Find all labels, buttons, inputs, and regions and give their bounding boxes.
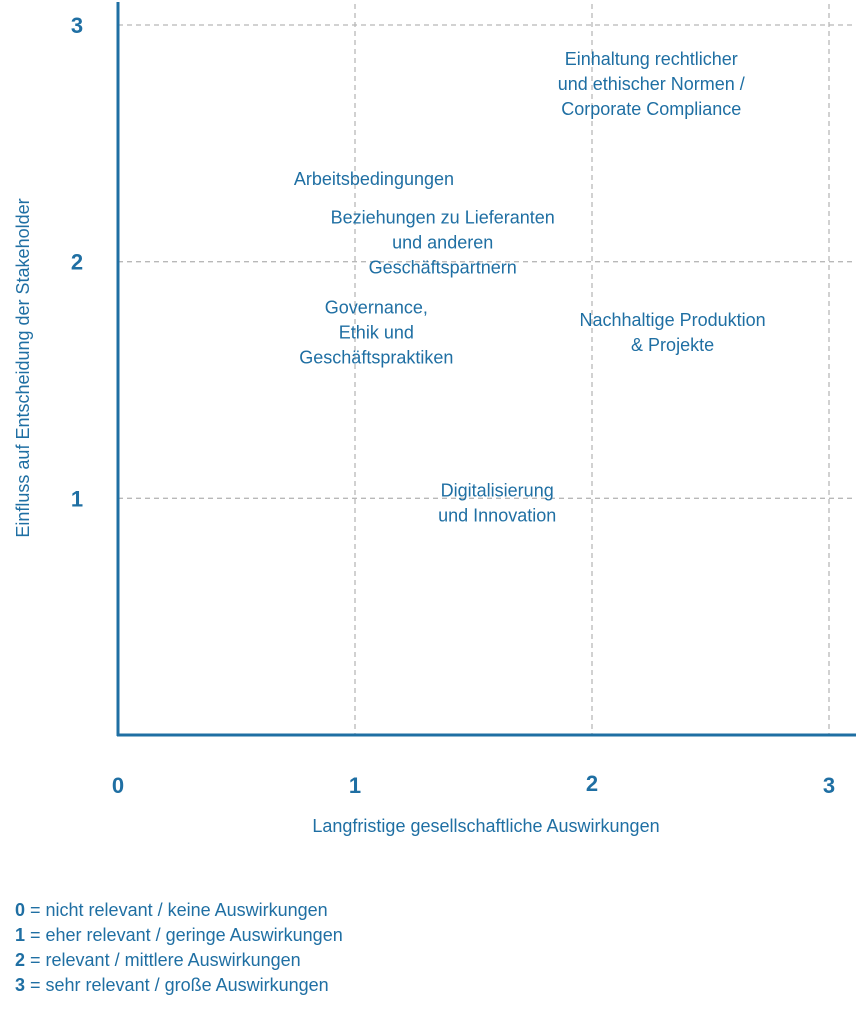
data-point-label: Nachhaltige Produktion & Projekte: [580, 310, 766, 355]
data-point-label-line: Nachhaltige Produktion: [580, 310, 766, 330]
y-tick-label: 1: [71, 486, 83, 511]
legend-item: 2 = relevant / mittlere Auswirkungen: [15, 948, 343, 973]
legend-text: = relevant / mittlere Auswirkungen: [25, 950, 301, 970]
data-points: Einhaltung rechtlicher und ethischer Norm…: [294, 49, 766, 525]
legend-text: = sehr relevant / große Auswirkungen: [25, 975, 329, 995]
x-tick-label: 1: [349, 773, 361, 798]
data-point-label-line: Governance,: [325, 298, 428, 318]
data-point-label-line: Beziehungen zu Lieferanten: [331, 208, 555, 228]
legend: 0 = nicht relevant / keine Auswirkungen 1…: [15, 898, 343, 998]
data-point-label-line: Digitalisierung: [441, 481, 554, 501]
legend-item: 0 = nicht relevant / keine Auswirkungen: [15, 898, 343, 923]
tick-labels: 0 1 2 3 1 2 3: [71, 13, 835, 798]
y-tick-label: 2: [71, 250, 83, 275]
data-point-label: Einhaltung rechtlicher und ethischer Norm…: [558, 49, 745, 119]
data-point-label: Arbeitsbedingungen: [294, 169, 454, 189]
data-point-label-line: und anderen: [392, 233, 493, 253]
legend-text: = nicht relevant / keine Auswirkungen: [25, 900, 328, 920]
data-point-label-line: & Projekte: [631, 335, 714, 355]
materiality-chart: 0 1 2 3 1 2 3 Einhaltung rechtlicher und ethisc…: [13, 2, 856, 836]
data-point-label-line: Corporate Compliance: [561, 99, 741, 119]
data-point-label-line: Geschäftspraktiken: [299, 348, 453, 368]
legend-key: 1: [15, 925, 26, 945]
data-point-label: Beziehungen zu Lieferanten und anderen Ges…: [331, 208, 555, 278]
data-point-label-line: Geschäftspartnern: [369, 258, 517, 278]
x-tick-label: 0: [112, 773, 124, 798]
data-point-label-line: Arbeitsbedingungen: [294, 169, 454, 189]
legend-key: 2: [15, 950, 26, 970]
legend-item: 3 = sehr relevant / große Auswirkungen: [15, 973, 343, 998]
data-point-label-line: Ethik und: [339, 323, 414, 343]
y-tick-label: 3: [71, 13, 83, 38]
data-point-label-line: und Innovation: [438, 506, 556, 526]
data-point-label-line: Einhaltung rechtlicher: [565, 49, 738, 69]
grid-lines: [118, 4, 856, 735]
data-point-label: Governance, Ethik und Geschäftspraktiken: [299, 298, 453, 368]
y-axis-title: Einfluss auf Entscheidung der Stakeholde…: [13, 198, 33, 537]
legend-item: 1 = eher relevant / geringe Auswirkungen: [15, 923, 343, 948]
data-point-label-line: und ethischer Normen /: [558, 74, 745, 94]
legend-key: 3: [15, 975, 26, 995]
x-tick-label: 2: [586, 771, 598, 796]
data-point-label: Digitalisierung und Innovation: [438, 481, 556, 526]
x-tick-label: 3: [823, 773, 835, 798]
legend-text: = eher relevant / geringe Auswirkungen: [25, 925, 343, 945]
legend-key: 0: [15, 900, 26, 920]
x-axis-title: Langfristige gesellschaftliche Auswirkun…: [312, 816, 659, 836]
